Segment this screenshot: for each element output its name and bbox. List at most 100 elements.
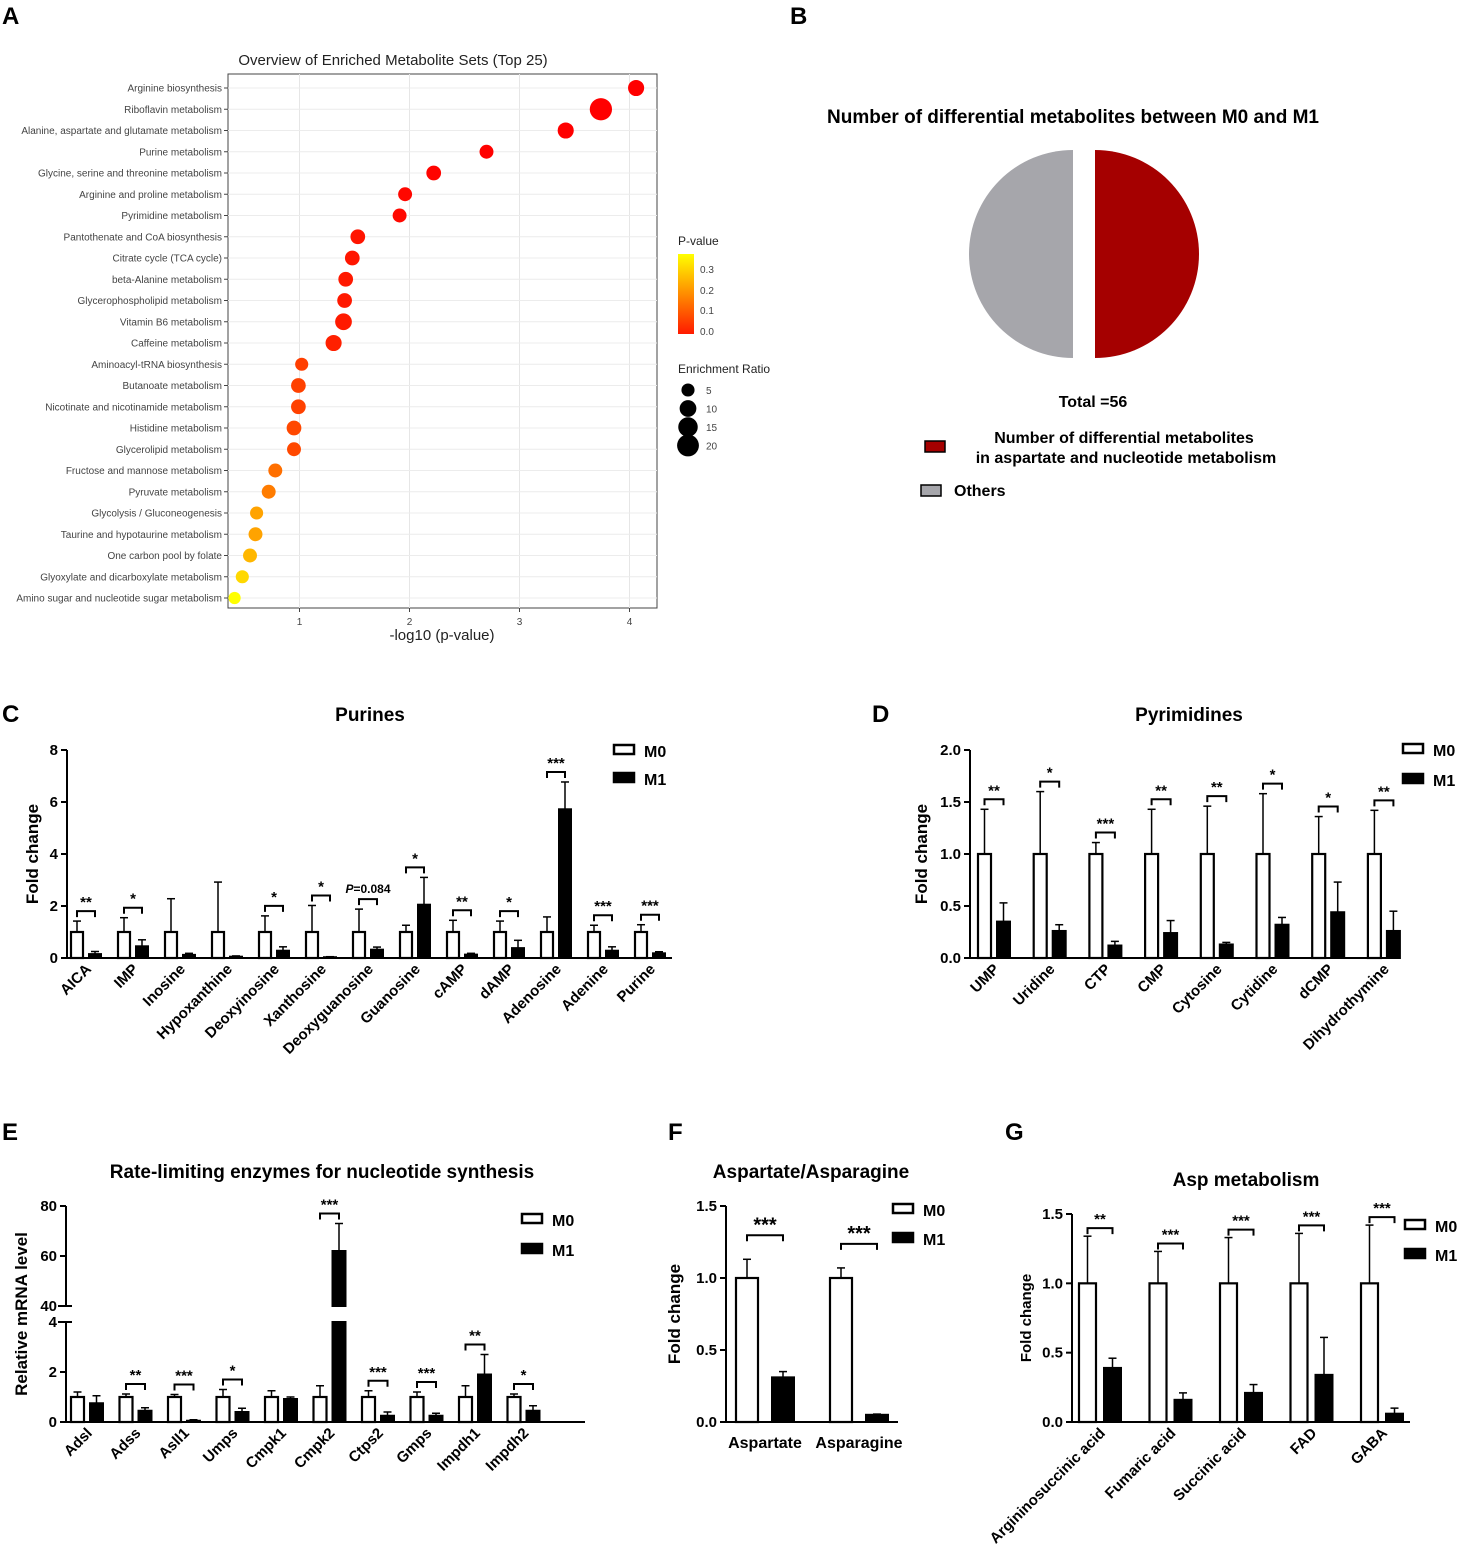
significance-bracket-cytidine	[1262, 782, 1283, 790]
category-label-cmpk1: Cmpk1	[242, 1425, 289, 1472]
bar-m0-umps	[215, 1395, 231, 1424]
significance-label-camp: **	[456, 893, 468, 910]
point-histidine-metabolism	[286, 420, 302, 436]
bar-m1-cmpk1	[283, 1398, 298, 1423]
bar-m0-adss	[118, 1395, 134, 1424]
significance-bracket-asll1	[173, 1383, 195, 1391]
bar-m0-impdh2	[506, 1395, 522, 1424]
significance-label-adenosine: ***	[547, 755, 565, 772]
pathway-label-fructose-and-mannose-metabolism: Fructose and mannose metabolism	[66, 466, 222, 477]
pie-total-label: Total =56	[1059, 394, 1128, 411]
pathway-label-glycine-serine-and-threonine-metabolism: Glycine, serine and threonine metabolism	[38, 169, 222, 180]
significance-label-argininosuccinic-acid: **	[1094, 1211, 1106, 1228]
bar-m0-adsl	[69, 1395, 86, 1424]
bar-m0-dihydrothymine	[1366, 852, 1383, 960]
bar-m1-adsl	[89, 1402, 104, 1423]
bar-m1-deoxyinosine	[276, 949, 290, 959]
chart-a-xlabel: -log10 (p-value)	[389, 627, 494, 644]
bar-m1-fad	[1314, 1373, 1334, 1424]
panel-label-b: B	[790, 3, 807, 30]
y-axis-label: Relative mRNA level	[12, 1232, 31, 1396]
significance-bracket-cytosine	[1206, 795, 1228, 803]
significance-bracket-gmps	[416, 1381, 437, 1388]
pathway-label-glycolysis-gluconeogenesis: Glycolysis / Gluconeogenesis	[91, 509, 222, 520]
legend-label-aspartate-line2: in aspartate and nucleotide metabolism	[976, 450, 1277, 467]
point-alanine-aspartate-and-glutamate-metabolism	[557, 122, 574, 139]
significance-label-cytosine: **	[1211, 779, 1223, 796]
size-legend-dot	[678, 417, 698, 437]
significance-label-succinic-acid: ***	[1232, 1213, 1250, 1230]
x-tick-label: 1	[297, 617, 303, 628]
bar-m1-deoxyguanosine	[370, 948, 384, 959]
category-label-umps: Umps	[200, 1425, 241, 1466]
y-tick-label: 1.5	[940, 794, 961, 811]
bar-m1-impdh2	[525, 1409, 541, 1423]
significance-label-aspartate: ***	[753, 1214, 777, 1236]
bar-m1-adenine	[605, 949, 619, 959]
significance-bracket-impdh2	[513, 1383, 534, 1390]
significance-label-cytidine: *	[1270, 767, 1276, 784]
enrichment-bubble-chart: Overview of Enriched Metabolite Sets (To…	[16, 52, 770, 644]
panel-label-d: D	[872, 701, 889, 728]
legend-label-m1: M1	[1433, 773, 1455, 790]
bar-m0-argininosuccinic-acid	[1077, 1282, 1098, 1424]
category-label-cmpk2: Cmpk2	[291, 1425, 338, 1472]
category-label-ump: UMP	[967, 961, 1003, 997]
category-label-impdh1: Impdh1	[434, 1425, 484, 1475]
bar-m1-xanthosine	[323, 956, 337, 959]
category-label-cytosine: Cytosine	[1169, 961, 1226, 1018]
significance-label-ctp: ***	[1097, 816, 1115, 833]
bar-m0-purine	[633, 930, 649, 960]
y-tick-label: 6	[50, 794, 58, 811]
significance-bracket-succinic-acid	[1227, 1228, 1255, 1236]
bar-m1-impdh1	[477, 1373, 492, 1423]
pathway-label-arginine-and-proline-metabolism: Arginine and proline metabolism	[79, 190, 222, 201]
point-glycine-serine-and-threonine-metabolism	[426, 165, 442, 181]
point-nicotinate-and-nicotinamide-metabolism	[291, 399, 306, 415]
bar-m0-cmpk2	[312, 1395, 328, 1424]
significance-label-deoxyinosine: *	[271, 889, 277, 906]
category-label-adsl: Adsl	[61, 1425, 96, 1460]
significance-bracket-ctp	[1094, 831, 1116, 839]
significance-label-dcmp: *	[1325, 790, 1331, 807]
category-label-cmp: CMP	[1134, 961, 1170, 997]
significance-bracket-umps	[222, 1378, 243, 1386]
significance-label-impdh2: *	[521, 1367, 527, 1384]
category-label-gmps: Gmps	[393, 1425, 435, 1467]
significance-label-impdh1: **	[469, 1328, 481, 1345]
significance-bracket-fumaric-acid	[1157, 1242, 1184, 1250]
bar-m1-fumaric-acid	[1173, 1398, 1193, 1424]
significance-label-dihydrothymine: **	[1378, 783, 1390, 800]
x-tick-label: 4	[627, 617, 633, 628]
bar-m0-imp	[116, 930, 132, 960]
bar-m1-dihydrothymine	[1385, 929, 1401, 960]
y-tick-label: 60	[40, 1248, 57, 1265]
significance-label-cmp: **	[1155, 782, 1167, 799]
pie-slice-others	[969, 150, 1073, 358]
legend-swatch-m1	[612, 771, 636, 784]
bar-m0-cytidine	[1255, 852, 1271, 960]
colorbar-tick-label: 0.2	[700, 286, 714, 297]
differential-metabolites-pie: Number of differential metabolites betwe…	[827, 107, 1319, 500]
significance-bracket-asparagine	[840, 1242, 878, 1250]
pathway-label-glycerophospholipid-metabolism: Glycerophospholipid metabolism	[77, 296, 222, 307]
significance-bracket-deoxyguanosine	[358, 898, 378, 906]
significance-label-gmps: ***	[418, 1365, 436, 1382]
y-tick-label: 0	[50, 950, 58, 967]
significance-label-ctps2: ***	[369, 1364, 387, 1381]
asp-metabolism-bar-chart: Asp metabolism 0.0 0.5 1.0 1.5 Fold change M0 M…	[987, 1170, 1458, 1547]
bar-m1-damp	[511, 947, 525, 959]
bar-m0-camp	[445, 930, 461, 960]
point-taurine-and-hypotaurine-metabolism	[248, 527, 263, 542]
bar-m0-cmp	[1143, 852, 1160, 960]
significance-bracket-xanthosine	[311, 894, 331, 902]
y-tick-label: 1.0	[696, 1270, 717, 1287]
point-glycolysis-gluconeogenesis	[250, 506, 264, 520]
legend-swatch-others	[920, 484, 942, 497]
point-glyoxylate-and-dicarboxylate-metabolism	[235, 570, 249, 584]
size-legend-label: 10	[706, 405, 718, 416]
legend-label-m1: M1	[644, 772, 666, 789]
bar-m1-aspartate	[771, 1376, 795, 1423]
bar-m1-argininosuccinic-acid	[1103, 1366, 1122, 1424]
